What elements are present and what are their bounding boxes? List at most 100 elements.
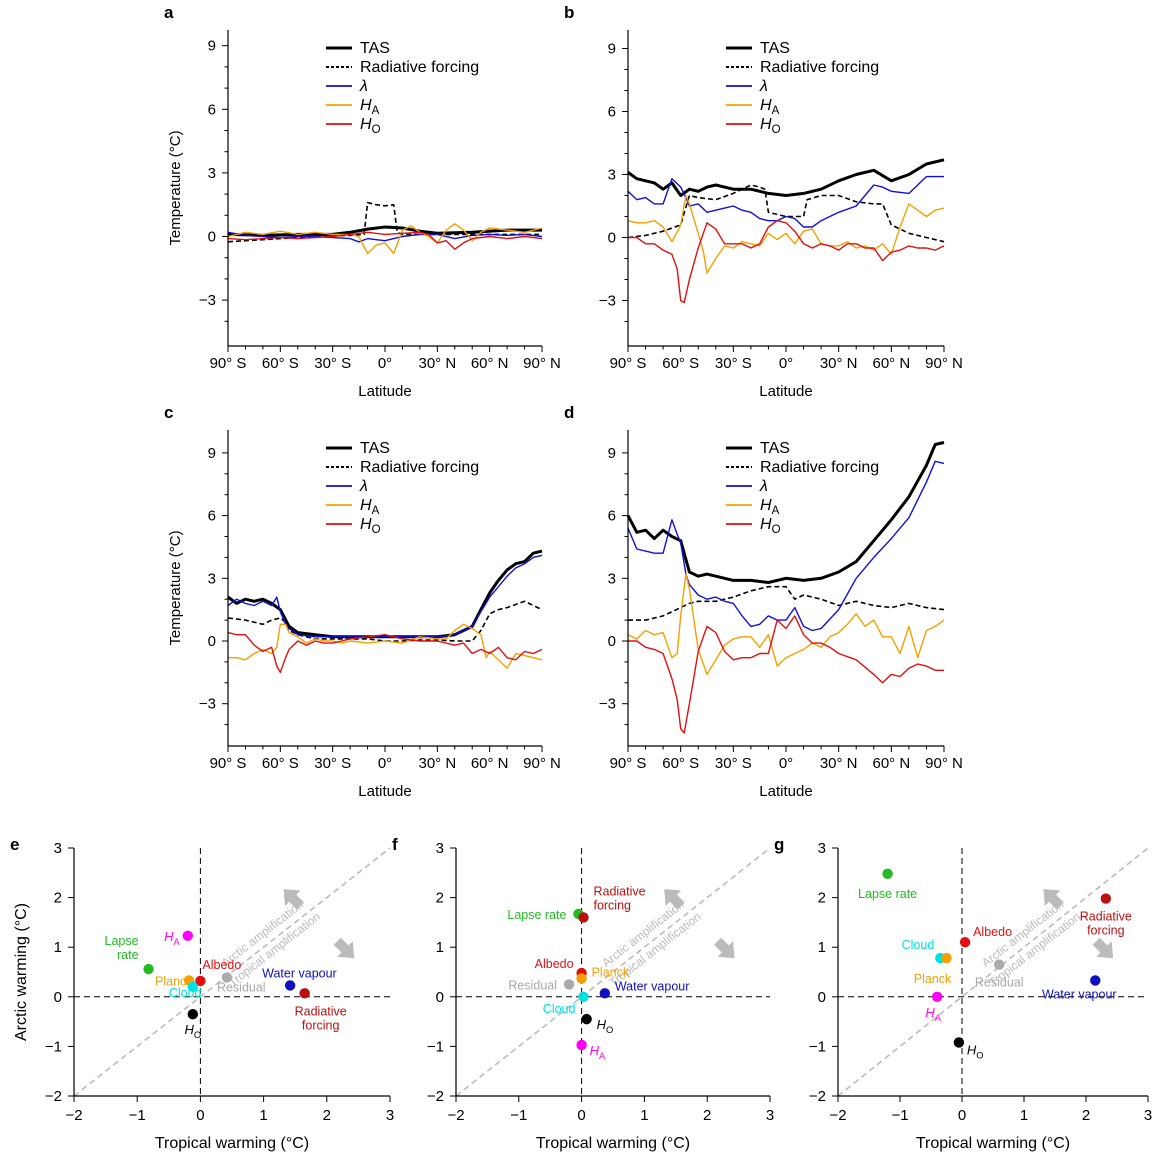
y-tick-label: 6 <box>208 508 216 525</box>
point-label: Planck <box>155 974 193 988</box>
series-tas <box>626 441 945 584</box>
legend-label: HO <box>760 116 781 136</box>
point-label: HA <box>164 929 180 947</box>
series-ha <box>228 623 543 669</box>
y-tick-label: −1 <box>809 1038 826 1055</box>
x-tick-label: −2 <box>447 1107 464 1124</box>
y-tick-label: 6 <box>208 101 216 118</box>
x-tick-label: 2 <box>703 1107 711 1124</box>
one-to-one-line <box>73 847 391 1097</box>
panel-label: f <box>392 835 398 854</box>
x-axis-label: Tropical warming (°C) <box>916 1135 1070 1152</box>
point <box>953 1037 965 1048</box>
series-tas <box>227 549 543 639</box>
point <box>994 959 1005 970</box>
y-tick-label: −3 <box>199 292 216 309</box>
series-tas <box>627 158 945 197</box>
series-lambda <box>627 175 944 228</box>
y-tick-label: −2 <box>809 1088 826 1105</box>
series-ho <box>227 631 543 674</box>
point-label: Radiative <box>1080 910 1132 924</box>
point-label: Residual <box>975 976 1024 990</box>
point-label: Water vapour <box>262 966 337 980</box>
panel-d: d −3 0 3 6 9 90° S 60° S 30° S 0° 30° N 60° N 90° N L… <box>564 403 963 800</box>
x-tick-label: 60° N <box>471 755 509 772</box>
x-tick-label: 30° S <box>314 755 351 772</box>
y-tick-label: −2 <box>45 1088 62 1105</box>
y-tick-label: 0 <box>54 989 62 1006</box>
point <box>941 952 952 964</box>
point <box>576 1039 587 1051</box>
point-label: Water vapour <box>1042 987 1117 1001</box>
x-tick-label: 30° S <box>715 355 752 372</box>
x-axis-label: Latitude <box>358 783 411 800</box>
point-label: Planck <box>592 965 630 979</box>
point <box>1100 893 1112 904</box>
x-tick-label: 2 <box>323 1107 331 1124</box>
point-label: Planck <box>914 972 952 986</box>
legend-label: HA <box>360 497 380 517</box>
series-radiative-forcing <box>628 585 945 621</box>
y-tick-label: 0 <box>208 229 216 246</box>
point-label: Albedo <box>202 958 241 972</box>
y-tick-label: 9 <box>208 445 216 462</box>
x-tick-label: 90° S <box>210 355 247 372</box>
series-ho <box>227 231 543 250</box>
point <box>187 1008 199 1020</box>
legend-label: Radiative forcing <box>760 59 879 76</box>
x-tick-label: 3 <box>766 1107 774 1124</box>
x-tick-label: −2 <box>65 1107 82 1124</box>
series-lambda <box>227 554 543 638</box>
x-tick-label: 60° N <box>872 755 910 772</box>
point-label: rate <box>117 948 139 962</box>
y-tick-label: −2 <box>427 1088 444 1105</box>
point-label: forcing <box>1087 924 1125 938</box>
legend-label: TAS <box>360 40 390 57</box>
series-ho <box>628 220 945 304</box>
legend-label: HO <box>360 116 381 136</box>
x-tick-label: 1 <box>640 1107 648 1124</box>
series-radiative-forcing <box>627 184 945 243</box>
y-tick-label: 3 <box>608 570 616 587</box>
y-tick-label: 9 <box>208 38 216 55</box>
x-tick-label: 60° S <box>262 755 299 772</box>
legend-label: HA <box>760 97 780 117</box>
point-label: Cloud <box>902 938 935 952</box>
y-tick-label: −1 <box>45 1038 62 1055</box>
y-tick-label: 0 <box>818 989 826 1006</box>
x-tick-label: 90° S <box>210 755 247 772</box>
x-axis-label: Latitude <box>358 383 411 400</box>
y-tick-label: 2 <box>54 890 62 907</box>
x-tick-label: 30° N <box>418 355 456 372</box>
arrow-down-right-icon <box>1092 937 1114 959</box>
legend-label: TAS <box>760 40 790 57</box>
point-label: HA <box>925 1005 941 1023</box>
legend-label: HO <box>760 516 781 536</box>
legend-label: λ <box>759 78 768 95</box>
y-tick-label: 3 <box>818 840 826 857</box>
x-axis-label: Tropical warming (°C) <box>536 1135 690 1152</box>
x-tick-label: 90° S <box>610 355 647 372</box>
x-tick-label: 90° N <box>523 355 561 372</box>
point <box>882 868 893 879</box>
legend-label: λ <box>759 478 768 495</box>
x-tick-label: 0 <box>577 1107 585 1124</box>
point <box>563 979 575 990</box>
x-tick-label: 30° N <box>418 755 456 772</box>
point <box>599 988 611 999</box>
point-label: HO <box>967 1042 984 1060</box>
y-tick-label: 2 <box>818 890 826 907</box>
y-axis-label: Temperature (°C) <box>167 130 184 245</box>
legend-label: HA <box>760 497 780 517</box>
x-axis-label: Tropical warming (°C) <box>155 1135 309 1152</box>
panel-b: b −3 0 3 6 9 90° S 60° S 30° S 0° 30° N 60° N 90° N L… <box>564 3 963 400</box>
series-ha <box>227 223 543 255</box>
arrow-down-right-icon <box>333 937 355 959</box>
y-tick-label: 3 <box>436 840 444 857</box>
x-tick-label: 3 <box>386 1107 394 1124</box>
legend-label: λ <box>359 78 368 95</box>
x-tick-label: 30° N <box>820 755 858 772</box>
legend-label: Radiative forcing <box>360 459 479 476</box>
x-tick-label: 0° <box>378 755 392 772</box>
